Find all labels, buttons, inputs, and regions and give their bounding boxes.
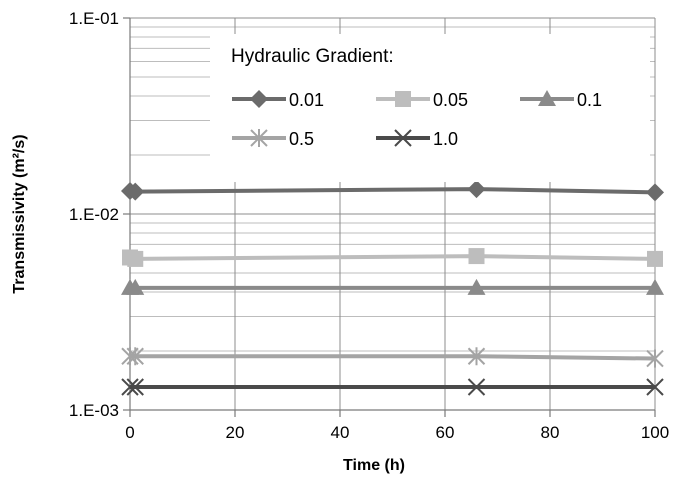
series-0-05 xyxy=(122,248,663,267)
data-point xyxy=(646,278,664,295)
legend-label: 0.5 xyxy=(289,129,314,149)
series-line xyxy=(129,187,656,195)
y-tick-label: 1.E-01 xyxy=(69,9,119,28)
series-line xyxy=(130,354,656,361)
legend-entry-1-0: 1.0 xyxy=(376,129,458,149)
y-axis-title: Transmissivity (m²/s) xyxy=(11,134,28,293)
legend-label: 0.01 xyxy=(289,90,324,110)
y-tick-label: 1.E-02 xyxy=(69,205,119,224)
legend-entry-0-01: 0.01 xyxy=(232,90,324,110)
series-0-5 xyxy=(121,347,664,368)
legend-entry-0-5: 0.5 xyxy=(232,129,314,149)
legend-marker xyxy=(538,90,556,106)
x-tick-label: 80 xyxy=(541,423,560,442)
data-point xyxy=(468,248,485,265)
data-point xyxy=(126,347,144,366)
legend-label: 0.1 xyxy=(577,90,602,110)
series-line xyxy=(129,254,656,261)
data-point xyxy=(126,278,145,295)
x-axis-title: Time (h) xyxy=(343,457,405,474)
x-tick-label: 0 xyxy=(125,423,134,442)
legend-label: 1.0 xyxy=(433,129,458,149)
data-point xyxy=(126,182,145,201)
data-point xyxy=(467,278,486,295)
legend-marker xyxy=(250,90,268,108)
marker-stroke xyxy=(467,378,486,396)
legend-entry-0-1: 0.1 xyxy=(520,90,602,110)
data-point xyxy=(126,378,144,396)
data-point xyxy=(467,347,486,366)
x-tick-label: 60 xyxy=(436,423,455,442)
tick-labels: 1.E-03 1.E-02 1.E-01 0 20 40 60 80 100 xyxy=(69,9,669,442)
y-tick-label: 1.E-03 xyxy=(69,401,119,420)
series-0-01 xyxy=(121,180,664,202)
legend: Hydraulic Gradient: 0.01 0.05 0.1 0.5 1.0 xyxy=(210,34,650,182)
series-1-0 xyxy=(121,378,664,396)
x-tick-label: 40 xyxy=(331,423,350,442)
x-tick-label: 100 xyxy=(641,423,669,442)
data-point xyxy=(121,378,139,396)
marker-stroke xyxy=(121,378,139,396)
data-point xyxy=(646,183,664,202)
marker-stroke xyxy=(394,129,412,147)
data-point xyxy=(467,180,486,199)
marker-stroke xyxy=(126,378,144,396)
data-point xyxy=(647,250,663,267)
legend-entry-0-05: 0.05 xyxy=(376,90,468,110)
data-point xyxy=(127,250,144,267)
x-tick-label: 20 xyxy=(226,423,245,442)
legend-marker xyxy=(394,129,412,147)
axes xyxy=(123,17,656,417)
legend-title: Hydraulic Gradient: xyxy=(231,46,394,67)
data-point xyxy=(646,349,664,368)
legend-label: 0.05 xyxy=(433,90,468,110)
legend-marker xyxy=(395,91,411,107)
legend-marker xyxy=(250,129,268,147)
data-point xyxy=(467,378,486,396)
series-0-1 xyxy=(121,278,664,295)
series xyxy=(121,180,664,396)
data-point xyxy=(646,378,664,396)
marker-stroke xyxy=(646,378,664,396)
legend-background xyxy=(210,34,650,182)
